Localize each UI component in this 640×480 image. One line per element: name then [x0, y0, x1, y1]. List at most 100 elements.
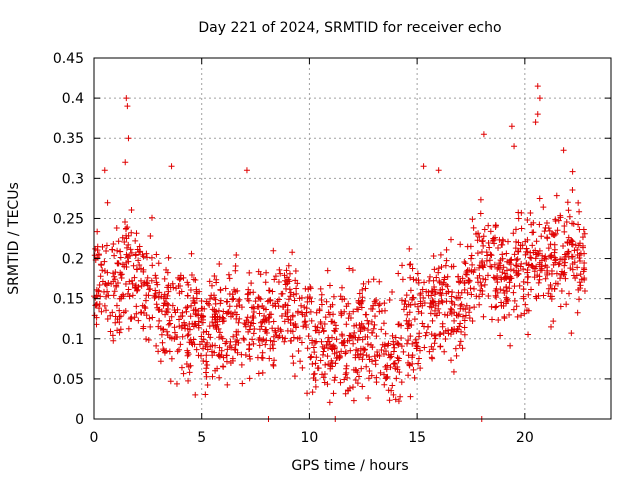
data-point [184, 303, 191, 310]
data-point [313, 327, 320, 334]
data-point [164, 332, 171, 339]
data-point [576, 208, 583, 215]
data-point [175, 274, 182, 281]
data-point [244, 314, 251, 321]
data-point [168, 313, 175, 320]
data-point [536, 247, 543, 254]
data-point [575, 199, 582, 206]
data-point [511, 297, 518, 304]
data-point [164, 300, 171, 307]
data-point [392, 396, 399, 403]
data-point [390, 360, 397, 367]
data-point [363, 363, 370, 370]
data-point [198, 298, 205, 305]
data-point [331, 328, 338, 335]
data-point [208, 348, 215, 355]
data-point [428, 331, 435, 338]
data-point [447, 309, 454, 316]
data-point [414, 270, 421, 277]
data-point [184, 332, 191, 339]
data-point [439, 286, 446, 293]
data-point [445, 288, 452, 295]
data-point [354, 380, 361, 387]
data-point [294, 335, 301, 342]
data-point [476, 264, 483, 271]
data-point [137, 309, 144, 316]
data-point [138, 277, 145, 284]
data-point [226, 303, 233, 310]
data-point [417, 365, 424, 372]
data-point [209, 306, 216, 313]
data-point [203, 365, 210, 372]
data-point [400, 306, 407, 313]
data-point [565, 207, 572, 214]
data-point [431, 340, 438, 347]
data-point [572, 242, 579, 249]
data-point [411, 374, 418, 381]
data-point [299, 364, 306, 371]
data-point [491, 261, 498, 268]
data-point [520, 286, 527, 293]
data-point [285, 262, 292, 269]
data-point [165, 321, 172, 328]
data-point [532, 119, 539, 126]
data-point [123, 225, 130, 232]
data-point [214, 318, 221, 325]
data-point [461, 317, 468, 324]
data-point [325, 334, 332, 341]
data-point [347, 314, 354, 321]
data-point [295, 348, 302, 355]
data-point [461, 331, 468, 338]
data-point [391, 360, 398, 367]
x-axis-label: GPS time / hours [291, 458, 408, 474]
data-point [477, 196, 484, 203]
data-point [110, 278, 117, 285]
data-point [111, 273, 118, 280]
data-point [426, 303, 433, 310]
data-point [384, 362, 391, 369]
data-point [323, 298, 330, 305]
data-point [302, 318, 309, 325]
data-point [531, 274, 538, 281]
data-point [561, 228, 568, 235]
data-point [490, 274, 497, 281]
data-point [476, 234, 483, 241]
data-point [498, 241, 505, 248]
data-point [195, 318, 202, 325]
data-point [174, 348, 181, 355]
x-tick-label: 15 [408, 430, 426, 446]
data-point [282, 277, 289, 284]
data-point [143, 250, 150, 257]
data-point [310, 344, 317, 351]
data-point [248, 280, 255, 287]
data-point [469, 318, 476, 325]
data-point [187, 286, 194, 293]
data-point [240, 335, 247, 342]
data-point [322, 361, 329, 368]
data-point [508, 123, 515, 130]
data-point [274, 298, 281, 305]
data-point [286, 286, 293, 293]
data-point [387, 354, 394, 361]
data-point [306, 295, 313, 302]
data-point [453, 328, 460, 335]
data-point [199, 319, 206, 326]
data-point [236, 296, 243, 303]
data-point [291, 297, 298, 304]
data-point [123, 95, 130, 102]
data-point [381, 371, 388, 378]
data-point [361, 347, 368, 354]
data-point [248, 319, 255, 326]
data-point [439, 281, 446, 288]
data-point [488, 263, 495, 270]
data-point [96, 300, 103, 307]
data-point [176, 346, 183, 353]
data-point [320, 374, 327, 381]
data-point [215, 352, 222, 359]
data-point [364, 326, 371, 333]
y-tick-label: 0.4 [62, 91, 84, 107]
data-point [179, 322, 186, 329]
data-point [328, 318, 335, 325]
data-point [371, 321, 378, 328]
data-point [453, 352, 460, 359]
